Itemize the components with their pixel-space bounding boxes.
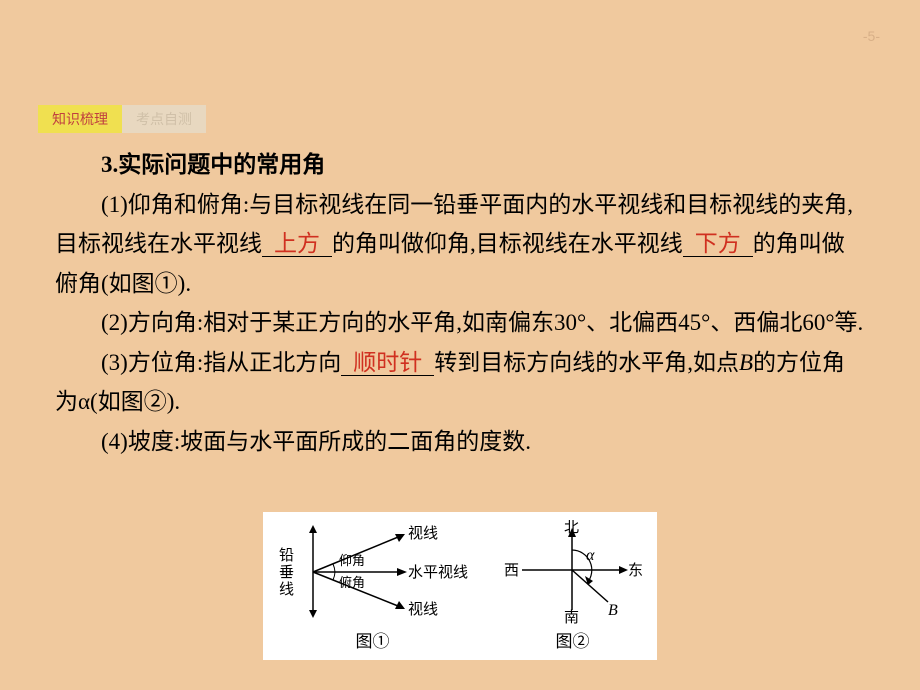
d1-line2: 水平视线 xyxy=(408,564,468,581)
paragraph-3: (3)方位角:指从正北方向顺时针转到目标方向线的水平角,如点B的方位角为α(如图… xyxy=(55,343,865,422)
diagrams-container: 铅 垂 线 视线 水平视线 视线 仰角 俯角 图① 北 南 东 西 α B 图② xyxy=(263,512,657,660)
paragraph-1: (1)仰角和俯角:与目标视线在同一铅垂平面内的水平视线和目标视线的夹角,目标视线… xyxy=(55,185,865,304)
diagram-2-label: 图② xyxy=(500,627,645,652)
d1-vertical-1: 铅 xyxy=(279,547,294,564)
d2-alpha: α xyxy=(586,547,595,564)
d1-line3: 视线 xyxy=(408,601,438,618)
d1-line1: 视线 xyxy=(408,525,438,542)
blank-3: 顺时针 xyxy=(351,350,424,376)
content-area: 3.实际问题中的常用角 (1)仰角和俯角:与目标视线在同一铅垂平面内的水平视线和… xyxy=(55,145,865,461)
diagram-2-svg: 北 南 东 西 α B xyxy=(500,520,645,625)
diagram-1: 铅 垂 线 视线 水平视线 视线 仰角 俯角 图① xyxy=(275,520,470,652)
heading-number: 3. xyxy=(101,152,118,177)
para3-italic: B xyxy=(739,350,753,375)
d1-vertical-3: 线 xyxy=(279,581,294,598)
d2-east: 东 xyxy=(628,562,643,579)
d1-vertical-2: 垂 xyxy=(279,564,294,581)
paragraph-4: (4)坡度:坡面与水平面所成的二面角的度数. xyxy=(55,422,865,462)
diagram-1-svg: 铅 垂 线 视线 水平视线 视线 仰角 俯角 xyxy=(275,520,470,625)
d1-angle1: 仰角 xyxy=(339,553,365,568)
diagram-1-label: 图① xyxy=(275,627,470,652)
blank-3-wrapper: 顺时针 xyxy=(341,350,434,376)
section-heading: 3.实际问题中的常用角 xyxy=(55,145,865,185)
blank-1-wrapper: 上方 xyxy=(262,231,332,257)
para1-text-mid: 的角叫做仰角,目标视线在水平视线 xyxy=(332,231,683,256)
d2-south: 南 xyxy=(564,609,579,625)
d2-north: 北 xyxy=(564,520,579,536)
para3-text-before: (3)方位角:指从正北方向 xyxy=(101,350,341,375)
paragraph-2: (2)方向角:相对于某正方向的水平角,如南偏东30°、北偏西45°、西偏北60°… xyxy=(55,303,865,343)
d2-point: B xyxy=(608,602,618,619)
blank-1: 上方 xyxy=(272,231,322,257)
d2-west: 西 xyxy=(504,563,519,579)
para3-text-after: 转到目标方向线的水平角,如点 xyxy=(434,350,739,375)
tab-test[interactable]: 考点自测 xyxy=(122,105,206,133)
tab-knowledge[interactable]: 知识梳理 xyxy=(38,105,122,133)
diagram-2: 北 南 东 西 α B 图② xyxy=(500,520,645,652)
d1-angle2: 俯角 xyxy=(339,575,365,590)
heading-text: 实际问题中的常用角 xyxy=(118,152,325,177)
blank-2-wrapper: 下方 xyxy=(683,231,753,257)
blank-2: 下方 xyxy=(693,231,743,257)
tabs-container: 知识梳理 考点自测 xyxy=(38,105,206,133)
page-number: -5- xyxy=(863,28,880,44)
